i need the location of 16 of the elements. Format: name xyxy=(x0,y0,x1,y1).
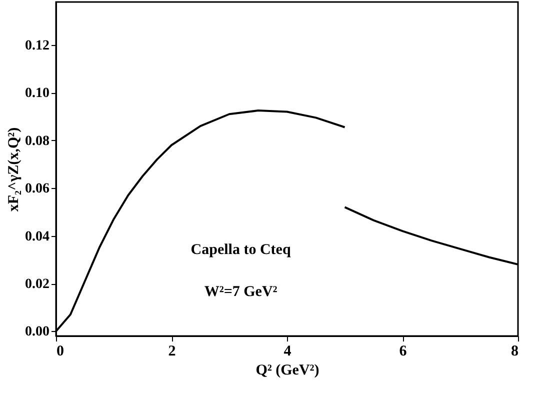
y-axis-title: xF₂^γZ(x,Q²) xyxy=(6,127,22,212)
x-axis-title: Q² (GeV²) xyxy=(256,362,320,378)
y-tick-label: 0.06 xyxy=(25,182,50,197)
y-tick-label: 0.04 xyxy=(25,229,50,244)
x-tick-label: 2 xyxy=(168,344,176,360)
x-tick-label: 6 xyxy=(399,344,408,360)
y-tick-label: 0.00 xyxy=(25,324,50,340)
annotation: W²=7 GeV² xyxy=(204,284,278,300)
y-tick-label: 0.02 xyxy=(25,277,50,292)
y-tick-label: 0.08 xyxy=(25,134,50,149)
x-tick-label: 0 xyxy=(56,344,64,360)
y-tick-label: 0.12 xyxy=(25,38,50,54)
annotation: Capella to Cteq xyxy=(190,242,292,258)
x-tick-label: 4 xyxy=(284,344,292,360)
x-tick-label: 8 xyxy=(511,344,518,360)
y-tick-label: 0.10 xyxy=(25,86,50,102)
